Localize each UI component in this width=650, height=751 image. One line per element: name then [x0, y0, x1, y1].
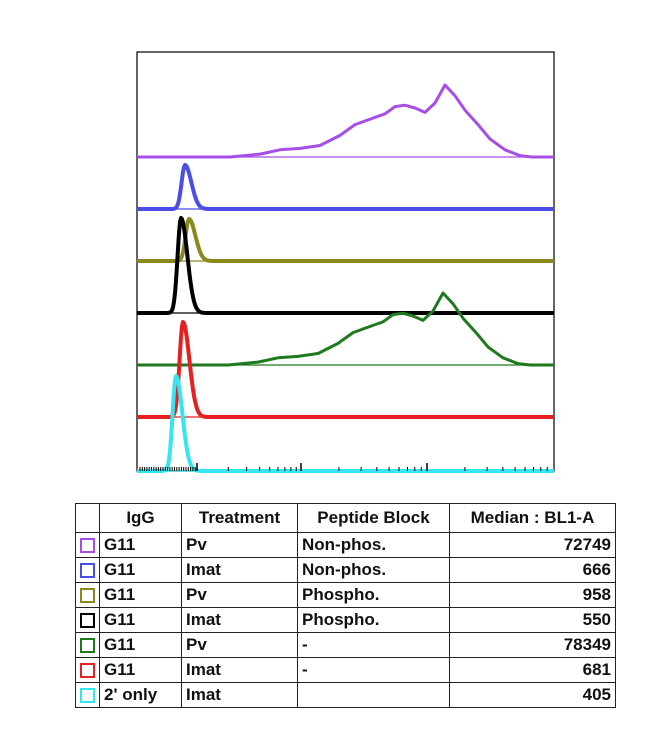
- header-peptide-block: Peptide Block: [297, 503, 450, 533]
- cell-swatch: [75, 657, 100, 683]
- cell-treatment: Imat: [181, 607, 298, 633]
- color-swatch-icon: [80, 563, 95, 579]
- table-row: G11 Pv -78349: [75, 632, 616, 658]
- cell-median: 666: [449, 557, 616, 583]
- cell-igg: 2' only: [99, 682, 182, 708]
- cell-treatment: Pv: [181, 532, 298, 558]
- color-swatch-icon: [80, 663, 95, 679]
- histogram-series: [137, 291, 554, 367]
- cell-treatment: Pv: [181, 582, 298, 608]
- cell-treatment: Imat: [181, 657, 298, 683]
- cell-block: Phospho.: [297, 607, 450, 633]
- cell-median: 72749: [449, 532, 616, 558]
- cell-median: 550: [449, 607, 616, 633]
- series-layer: [137, 83, 554, 473]
- color-swatch-icon: [80, 588, 95, 604]
- table-row: G11 Pv Phospho. 958: [75, 582, 616, 608]
- header-median: Median : BL1-A: [449, 503, 616, 533]
- table-row: G11 Imat Non-phos. 666: [75, 557, 616, 583]
- cell-treatment: Imat: [181, 682, 298, 708]
- histogram-series: [137, 217, 554, 263]
- table-header-row: IgG Treatment Peptide Block Median : BL1…: [75, 503, 616, 533]
- cell-igg: G11: [99, 632, 182, 658]
- cell-block: [297, 682, 450, 708]
- cell-igg: G11: [99, 582, 182, 608]
- histogram-overlay-chart: [136, 51, 555, 473]
- cell-swatch: [75, 582, 100, 608]
- cell-median: 78349: [449, 632, 616, 658]
- cell-median: 405: [449, 682, 616, 708]
- cell-swatch: [75, 557, 100, 583]
- cell-swatch: [75, 607, 100, 633]
- legend-table: IgG Treatment Peptide Block Median : BL1…: [75, 503, 616, 708]
- cell-igg: G11: [99, 607, 182, 633]
- color-swatch-icon: [80, 538, 95, 554]
- cell-swatch: [75, 532, 100, 558]
- histogram-series: [137, 216, 554, 315]
- cell-igg: G11: [99, 657, 182, 683]
- header-treatment: Treatment: [181, 503, 298, 533]
- cell-block: Non-phos.: [297, 532, 450, 558]
- table-row: 2' only Imat 405: [75, 682, 616, 708]
- cell-median: 958: [449, 582, 616, 608]
- header-swatch: [75, 503, 100, 533]
- cell-block: Non-phos.: [297, 557, 450, 583]
- cell-igg: G11: [99, 532, 182, 558]
- table-row: G11 Pv Non-phos. 72749: [75, 532, 616, 558]
- cell-block: -: [297, 632, 450, 658]
- cell-treatment: Imat: [181, 557, 298, 583]
- histogram-series: [137, 163, 554, 211]
- cell-swatch: [75, 632, 100, 658]
- cell-median: 681: [449, 657, 616, 683]
- x-axis: [139, 463, 548, 471]
- histogram-series: [137, 83, 554, 159]
- header-igg: IgG: [99, 503, 182, 533]
- color-swatch-icon: [80, 638, 95, 654]
- cell-block: -: [297, 657, 450, 683]
- color-swatch-icon: [80, 688, 95, 704]
- cell-block: Phospho.: [297, 582, 450, 608]
- cell-treatment: Pv: [181, 632, 298, 658]
- table-row: G11 Imat Phospho. 550: [75, 607, 616, 633]
- color-swatch-icon: [80, 613, 95, 629]
- table-row: G11 Imat -681: [75, 657, 616, 683]
- cell-igg: G11: [99, 557, 182, 583]
- cell-swatch: [75, 682, 100, 708]
- histogram-series: [137, 374, 554, 473]
